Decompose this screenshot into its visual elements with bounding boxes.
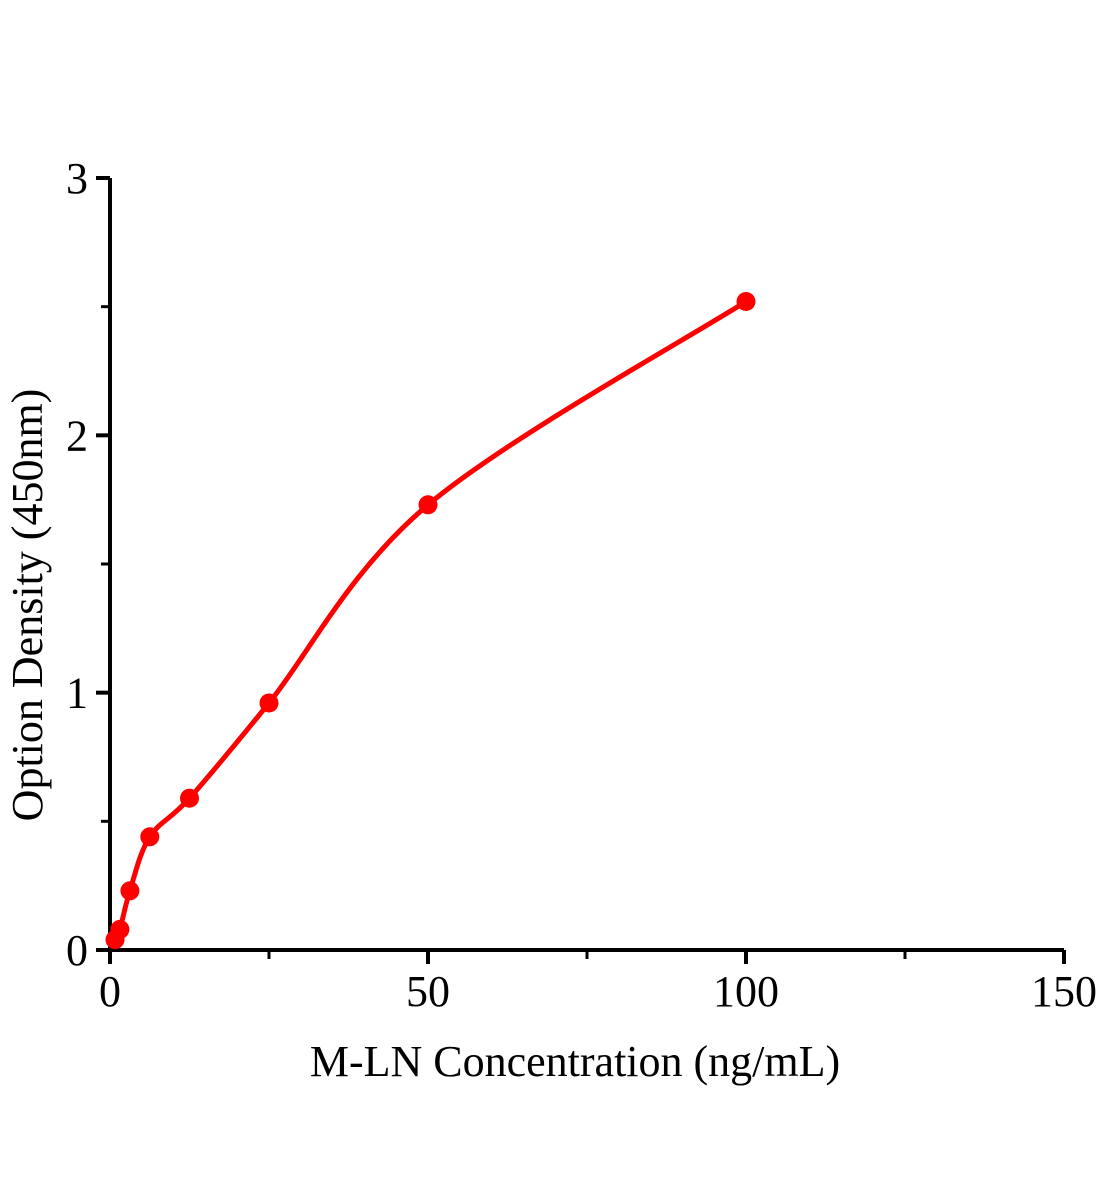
fit-curve — [112, 299, 749, 943]
y-tick-label: 1 — [66, 669, 88, 718]
x-tick-label: 50 — [406, 967, 450, 1016]
x-tick-label: 100 — [713, 967, 779, 1016]
axis-ticks — [96, 176, 1066, 964]
data-point — [180, 788, 199, 808]
data-point — [259, 693, 279, 713]
y-tick-label: 2 — [66, 411, 88, 460]
y-tick-label: 3 — [66, 154, 88, 203]
axes — [108, 178, 1064, 952]
y-axis-title: Option Density (450nm) — [3, 389, 52, 822]
data-point — [120, 881, 140, 901]
x-tick-label: 150 — [1031, 967, 1097, 1016]
data-point — [736, 292, 756, 311]
x-tick-label: 0 — [99, 967, 121, 1016]
data-points — [105, 292, 756, 950]
data-point — [110, 919, 130, 939]
axis-tick-labels: 0 50 100 150 0 1 2 3 — [66, 154, 1097, 1016]
data-point — [418, 495, 438, 515]
data-point — [140, 827, 160, 847]
y-tick-label: 0 — [66, 926, 88, 975]
x-axis-title: M-LN Concentration (ng/mL) — [310, 1037, 840, 1086]
